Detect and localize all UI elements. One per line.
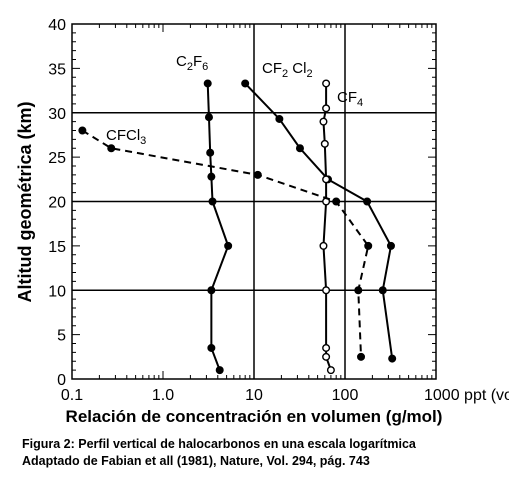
x-tick-label: 0.1 [61, 387, 83, 404]
data-point-cf4 [322, 104, 331, 113]
data-point-cf4 [322, 286, 331, 295]
data-point-c2f6 [224, 241, 233, 250]
data-point-cfcl3 [107, 144, 116, 153]
data-point-cf4 [322, 175, 331, 184]
x-tick-label: 1.0 [152, 387, 174, 404]
data-point-cf2cl2 [295, 144, 304, 153]
data-point-c2f6 [207, 172, 216, 181]
data-point-cf2cl2 [363, 197, 372, 206]
x-tick-label: 10 [245, 387, 263, 404]
caption-line-1: Figura 2: Perfil vertical de halocarbono… [22, 437, 416, 451]
data-point-cf4 [319, 241, 328, 250]
x-axis-label: Relación de concentración en volumen (g/… [66, 407, 443, 426]
series-line-c2f6 [206, 83, 230, 371]
caption-line-2: Adaptado de Fabian et all (1981), Nature… [22, 454, 370, 468]
y-tick-label: 30 [48, 106, 66, 123]
data-point-cf4 [320, 139, 329, 148]
series-label-cf4: CF4 [337, 89, 363, 109]
series-label-c2f6: C2F6 [176, 53, 208, 73]
data-point-cf2cl2 [388, 354, 397, 363]
data-point-cfcl3 [332, 197, 341, 206]
data-point-cf4 [322, 79, 331, 88]
data-point-c2f6 [204, 113, 213, 122]
data-point-cfcl3 [78, 126, 87, 135]
data-point-c2f6 [208, 197, 217, 206]
y-tick-label: 15 [48, 239, 66, 256]
data-point-cfcl3 [357, 352, 366, 361]
data-point-cf2cl2 [386, 241, 395, 250]
y-tick-label: 5 [57, 328, 66, 345]
series-label-cf2cl2: CF2 Cl2 [262, 60, 313, 80]
data-point-c2f6 [206, 148, 215, 157]
data-point-c2f6 [203, 79, 212, 88]
x-tick-label: 1000 ppt (vol) [424, 387, 509, 404]
series-line-cf2cl2 [244, 82, 394, 359]
data-point-cf4 [326, 366, 335, 375]
y-tick-label: 0 [57, 372, 66, 389]
x-tick-label: 100 [332, 387, 359, 404]
y-axis-label: Altitud geométrica (km) [15, 101, 35, 302]
y-tick-label: 40 [48, 17, 66, 34]
y-tick-label: 25 [48, 150, 66, 167]
data-point-cf2cl2 [275, 114, 284, 123]
figure-caption: Figura 2: Perfil vertical de halocarbono… [22, 436, 502, 470]
data-point-cf2cl2 [378, 286, 387, 295]
data-point-cf4 [319, 117, 328, 126]
data-point-c2f6 [207, 286, 216, 295]
data-point-cf4 [322, 352, 331, 361]
series-label-cfcl3: CFCl3 [106, 127, 146, 147]
data-point-cfcl3 [354, 286, 363, 295]
y-tick-label: 10 [48, 283, 66, 300]
data-point-c2f6 [215, 366, 224, 375]
series-line-cf4 [322, 83, 332, 371]
y-tick-label: 20 [48, 195, 66, 212]
data-point-cfcl3 [253, 170, 262, 179]
data-point-c2f6 [207, 343, 216, 352]
data-point-cf2cl2 [241, 79, 250, 88]
data-point-cfcl3 [364, 241, 373, 250]
data-point-cf4 [322, 343, 331, 352]
y-tick-label: 35 [48, 61, 66, 78]
altitude-profile-chart: 0.1 1.0 10 100 1000 ppt (vol) 0 5 10 15 20 25 30 35… [15, 17, 509, 426]
